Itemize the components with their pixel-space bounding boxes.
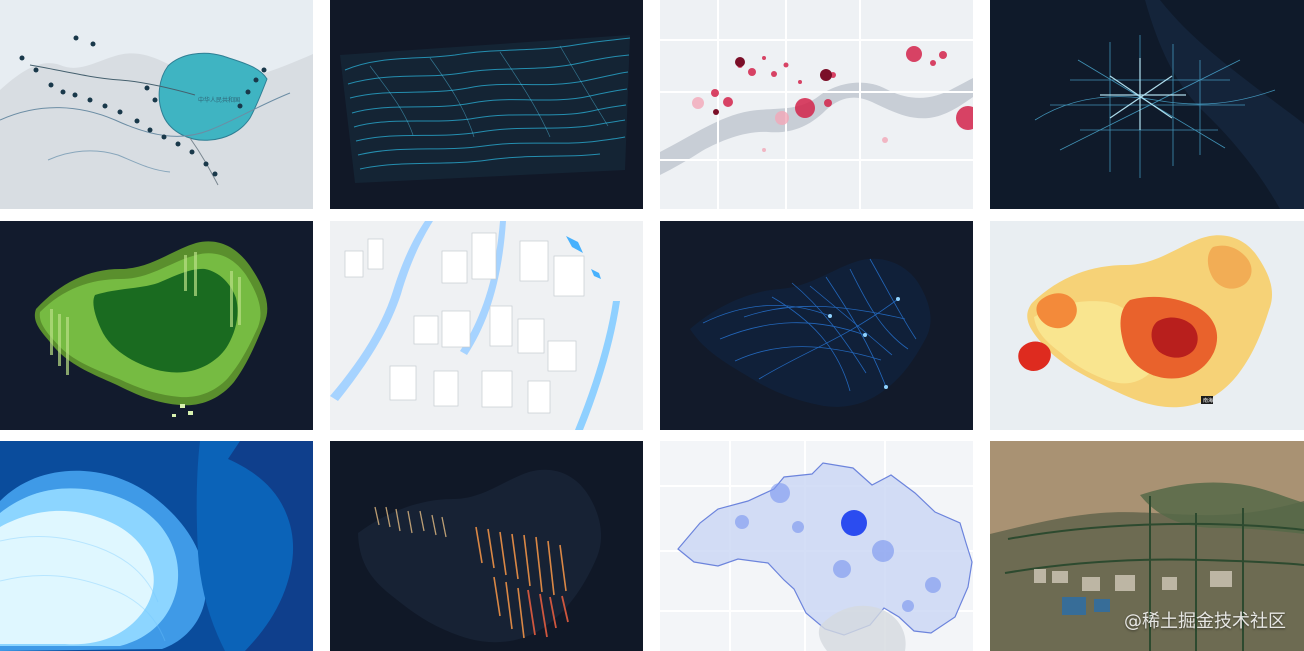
- silk-road-map-tile[interactable]: 中华人民共和国: [0, 0, 313, 209]
- bubble-point-map-tile[interactable]: [660, 0, 973, 209]
- satellite-map-image: [990, 441, 1304, 651]
- flight-lines-map-tile[interactable]: [660, 221, 973, 430]
- choropleth-china-tile[interactable]: 南海: [990, 221, 1304, 430]
- city-buildings-3d-tile[interactable]: [330, 221, 643, 430]
- district-bubble-map-tile[interactable]: [660, 441, 973, 651]
- road-network-map-tile[interactable]: [990, 0, 1304, 209]
- flight-lines-map-image: [660, 221, 973, 430]
- district-bubble-map-image: [660, 441, 973, 651]
- elevation-blue-map-tile[interactable]: [0, 441, 313, 651]
- city-buildings-3d-image: [330, 221, 643, 430]
- road-network-map-image: [990, 0, 1304, 209]
- china-label: 中华人民共和国: [198, 96, 240, 104]
- vertical-bars-map-image: [330, 441, 643, 651]
- elevation-blue-map-image: [0, 441, 313, 651]
- south-china-sea-label: 南海: [1203, 397, 1213, 404]
- vertical-bars-map-tile[interactable]: [330, 441, 643, 651]
- china-3d-columns-image: [0, 221, 313, 430]
- watermark-text: @稀土掘金技术社区: [1124, 611, 1286, 632]
- bubble-point-map-image: [660, 0, 973, 209]
- silk-road-map-image: 中华人民共和国: [0, 0, 313, 209]
- south-china-sea-box: [1201, 396, 1213, 404]
- terrain-contour-3d-image: [330, 0, 643, 209]
- terrain-contour-3d-tile[interactable]: [330, 0, 643, 209]
- satellite-map-tile[interactable]: [990, 441, 1304, 651]
- choropleth-china-image: 南海: [990, 221, 1304, 430]
- china-3d-columns-tile[interactable]: [0, 221, 313, 430]
